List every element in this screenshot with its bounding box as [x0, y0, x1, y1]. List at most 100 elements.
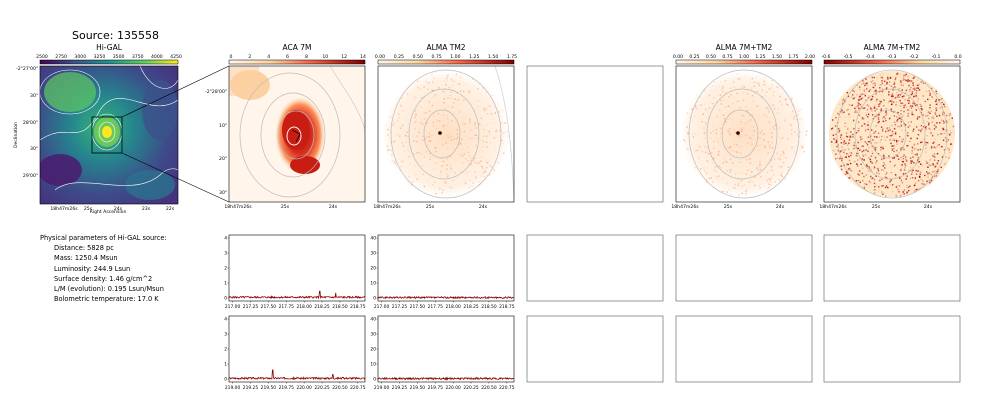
noise-pixel — [917, 156, 919, 159]
noise-pixel — [940, 137, 941, 138]
noise-pixel — [915, 170, 917, 172]
noise-pixel — [867, 113, 870, 115]
noise-pixel — [894, 78, 897, 80]
noise-pixel — [471, 115, 472, 116]
noise-pixel — [905, 73, 907, 76]
noise-pixel — [917, 143, 919, 145]
noise-pixel — [840, 138, 842, 140]
noise-pixel — [697, 149, 699, 151]
noise-pixel — [463, 90, 465, 93]
noise-pixel — [937, 160, 940, 162]
noise-pixel — [891, 145, 894, 147]
noise-pixel — [786, 148, 788, 150]
noise-pixel — [740, 128, 743, 131]
noise-pixel — [895, 116, 898, 118]
noise-pixel — [415, 140, 418, 143]
noise-pixel — [391, 160, 394, 163]
higal-ytick: 30" — [30, 146, 38, 152]
noise-pixel — [919, 173, 921, 176]
noise-pixel — [449, 94, 451, 97]
noise-pixel — [780, 166, 783, 168]
noise-pixel — [909, 90, 911, 92]
noise-pixel — [453, 172, 454, 173]
noise-pixel — [846, 172, 848, 175]
noise-pixel — [756, 166, 758, 168]
noise-pixel — [398, 117, 401, 119]
noise-pixel — [911, 147, 914, 149]
noise-pixel — [479, 124, 482, 126]
noise-pixel — [845, 171, 848, 173]
noise-pixel — [790, 129, 793, 131]
noise-pixel — [482, 171, 485, 174]
noise-pixel — [501, 142, 504, 144]
noise-pixel — [910, 82, 911, 83]
noise-pixel — [425, 112, 427, 114]
noise-pixel — [749, 162, 752, 164]
noise-pixel — [741, 185, 744, 187]
aca-colorbar-tick: 14 — [360, 54, 366, 60]
noise-pixel — [893, 111, 895, 114]
noise-pixel — [702, 113, 704, 115]
noise-pixel — [833, 138, 835, 140]
noise-pixel — [750, 179, 752, 181]
noise-pixel — [928, 179, 930, 181]
combo-colorbar-tick: 0.50 — [706, 54, 716, 60]
noise-pixel — [897, 88, 900, 90]
noise-pixel — [394, 162, 396, 164]
noise-pixel — [712, 181, 714, 183]
noise-pixel — [477, 161, 478, 162]
noise-pixel — [395, 134, 397, 137]
noise-pixel — [769, 87, 770, 88]
spectrum-alma-row2-xtick: 220.00 — [445, 385, 461, 391]
noise-pixel — [473, 161, 475, 163]
noise-pixel — [401, 97, 403, 99]
spectrum-aca-row2-xtick: 220.00 — [296, 385, 312, 391]
noise-pixel — [863, 186, 866, 188]
noise-pixel — [861, 158, 863, 160]
combo-xtick: 25s — [724, 204, 733, 210]
spectrum-aca-row2-xtick: 219.25 — [243, 385, 259, 391]
noise-pixel — [932, 163, 934, 165]
noise-pixel — [463, 153, 466, 155]
noise-pixel — [708, 94, 711, 97]
noise-pixel — [901, 181, 904, 184]
noise-pixel — [874, 142, 876, 144]
noise-pixel — [875, 89, 877, 92]
noise-pixel — [862, 107, 864, 110]
spectrum-alma-row2-ytick: 0 — [373, 377, 376, 383]
noise-pixel — [398, 113, 400, 116]
noise-pixel — [771, 87, 773, 89]
noise-pixel — [501, 152, 503, 155]
combo-colorbar-tick: 2.00 — [805, 54, 815, 60]
noise-pixel — [429, 158, 431, 161]
noise-pixel — [900, 119, 902, 121]
noise-pixel — [388, 149, 390, 151]
spectrum-aca-row2-ytick: 1 — [224, 362, 227, 368]
noise-pixel — [889, 160, 891, 163]
noise-pixel — [928, 164, 930, 166]
noise-pixel — [446, 118, 449, 120]
noise-pixel — [787, 166, 790, 168]
noise-pixel — [904, 129, 906, 132]
noise-pixel — [870, 100, 872, 103]
noise-pixel — [915, 168, 917, 170]
noise-pixel — [894, 86, 896, 88]
noise-pixel — [764, 146, 766, 149]
noise-pixel — [871, 129, 873, 131]
noise-pixel — [386, 145, 389, 148]
noise-pixel — [470, 163, 472, 165]
noise-pixel — [434, 147, 436, 149]
noise-pixel — [475, 145, 477, 147]
noise-pixel — [446, 124, 448, 126]
noise-pixel — [445, 142, 447, 144]
noise-pixel — [457, 109, 459, 111]
noise-pixel — [430, 135, 432, 137]
noise-pixel — [945, 130, 948, 132]
noise-pixel — [406, 131, 408, 133]
noise-pixel — [861, 116, 864, 119]
noise-pixel — [443, 114, 445, 116]
noise-pixel — [839, 103, 841, 105]
noise-pixel — [733, 128, 735, 130]
noise-pixel — [739, 78, 741, 80]
noise-pixel — [932, 97, 934, 99]
